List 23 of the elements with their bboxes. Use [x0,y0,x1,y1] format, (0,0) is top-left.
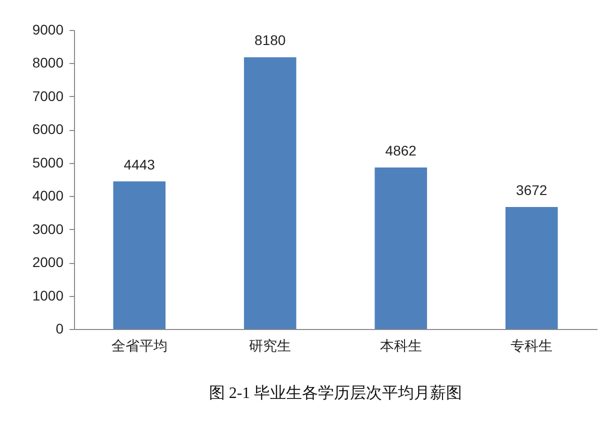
y-tick-label: 7000 [32,88,64,104]
y-tick-label: 5000 [32,154,64,170]
y-tick-label: 3000 [32,220,64,237]
data-label: 4443 [124,156,156,172]
x-tick-label: 本科生 [380,338,422,354]
y-tick-label: 4000 [32,188,64,204]
y-tick-label: 0 [56,320,64,336]
bar [505,207,558,329]
y-tick-label: 9000 [32,22,64,38]
y-tick-label: 8000 [32,54,64,71]
bar [244,57,296,329]
data-label: 8180 [254,32,286,48]
data-label: 4862 [385,142,417,158]
bar [374,167,428,329]
y-tick-label: 2000 [32,254,64,270]
bar [113,181,166,329]
x-tick-label: 专科生 [510,338,553,354]
y-tick-label: 1000 [32,287,64,304]
data-label: 3672 [516,182,548,198]
x-tick-label: 研究生 [249,338,292,354]
text: 图 2-1 毕业生各学历层次平均月薪图 [208,384,462,402]
x-tick-label: 全省平均 [111,338,168,354]
y-tick-label: 6000 [32,121,64,138]
